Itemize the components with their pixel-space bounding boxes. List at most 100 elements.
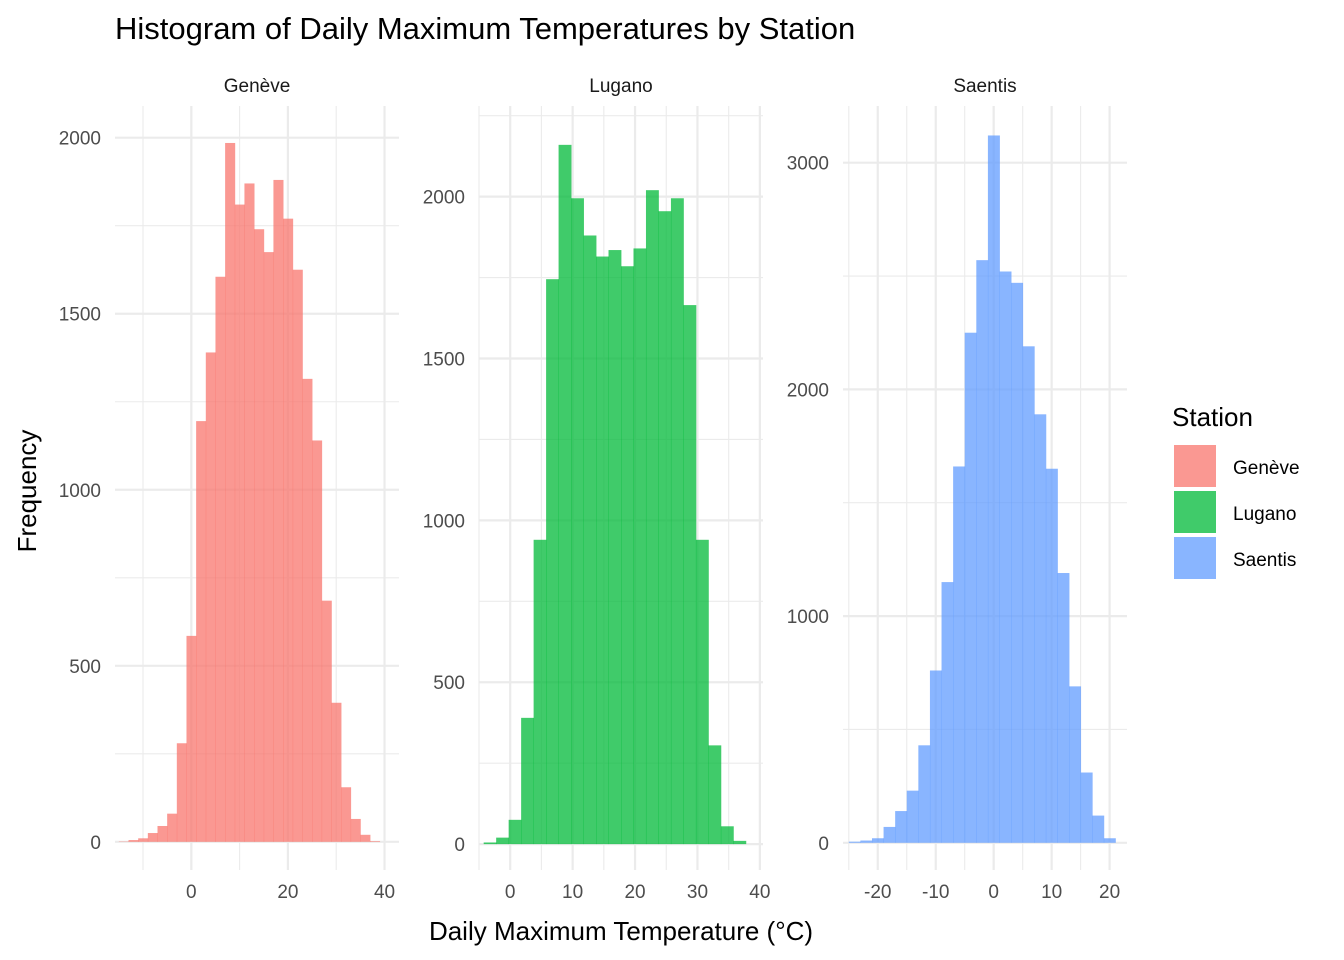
y-tick-label-lugano: 1000 — [423, 511, 465, 532]
y-tick-label-lugano: 0 — [454, 835, 465, 856]
legend-key-geneve — [1174, 445, 1216, 487]
histogram-bar-saentis — [1034, 414, 1047, 843]
histogram-bar-saentis — [1057, 573, 1070, 843]
histogram-bar-lugano — [670, 198, 684, 845]
y-tick-label-geneve: 2000 — [59, 129, 101, 150]
panel-geneve: Genève 0 500 1000 1500 2000 0 20 40 — [59, 76, 399, 903]
y-tick-label-geneve: 1000 — [59, 481, 101, 502]
x-axis-ticks-geneve: 0 20 40 — [186, 882, 395, 903]
histogram-bar-lugano — [521, 717, 535, 845]
histogram-bar-lugano — [558, 144, 572, 845]
histogram-bar-saentis — [918, 745, 931, 843]
histogram-bar-geneve — [244, 183, 255, 842]
y-axis-ticks-saentis: 0 1000 2000 3000 — [787, 154, 829, 855]
histogram-bar-lugano — [708, 745, 722, 845]
legend-key-saentis — [1174, 537, 1216, 579]
legend-item-geneve: Genève — [1174, 445, 1300, 487]
histogram-bar-lugano — [546, 279, 559, 845]
histogram-bar-saentis — [1080, 772, 1093, 843]
x-tick-label-lugano: 20 — [624, 882, 645, 903]
histogram-bar-lugano — [683, 305, 697, 845]
bars-geneve — [118, 142, 381, 842]
histogram-bar-saentis — [1069, 686, 1082, 843]
histogram-bar-saentis — [1092, 815, 1105, 843]
strip-label-lugano: Lugano — [589, 76, 652, 97]
histogram-bar-lugano — [621, 266, 634, 845]
histogram-bar-saentis — [1045, 468, 1058, 843]
x-tick-label-saentis: -10 — [922, 882, 949, 903]
histogram-bar-geneve — [176, 743, 187, 842]
histogram-bar-saentis — [1103, 838, 1116, 843]
histogram-bar-lugano — [483, 842, 497, 845]
histogram-bar-geneve — [370, 841, 381, 842]
x-tick-label-geneve: 0 — [186, 882, 197, 903]
x-tick-label-geneve: 20 — [277, 882, 298, 903]
histogram-bar-geneve — [350, 818, 361, 842]
y-tick-label-saentis: 0 — [818, 834, 829, 855]
y-tick-label-lugano: 1500 — [423, 350, 465, 371]
x-axis-ticks-lugano: 0 10 20 30 40 — [505, 882, 771, 903]
histogram-bar-saentis — [999, 271, 1012, 843]
histogram-bar-saentis — [883, 826, 896, 843]
histogram-bar-geneve — [128, 840, 139, 842]
histogram-bar-geneve — [341, 787, 352, 842]
histogram-bar-geneve — [360, 834, 371, 842]
legend-label-saentis: Saentis — [1233, 550, 1296, 571]
panel-lugano: Lugano 0 500 1000 1500 2000 0 10 20 30 40 — [423, 76, 771, 903]
histogram-bar-saentis — [860, 840, 873, 843]
histogram-bar-geneve — [138, 838, 149, 842]
legend-key-lugano — [1174, 491, 1216, 533]
histogram-bar-saentis — [964, 332, 977, 843]
x-axis-ticks-saentis: -20 -10 0 10 20 — [864, 882, 1120, 903]
strip-label-geneve: Genève — [224, 76, 291, 97]
histogram-bar-lugano — [658, 211, 672, 845]
x-tick-label-lugano: 30 — [687, 882, 708, 903]
x-tick-label-lugano: 0 — [505, 882, 516, 903]
histogram-bar-saentis — [976, 260, 989, 843]
y-axis-title: Frequency — [12, 430, 42, 553]
y-tick-label-geneve: 500 — [69, 657, 101, 678]
histogram-bar-lugano — [608, 250, 622, 845]
legend-item-lugano: Lugano — [1174, 491, 1296, 533]
histogram-bar-lugano — [733, 840, 747, 845]
x-tick-label-geneve: 40 — [374, 882, 395, 903]
histogram-bar-saentis — [953, 466, 966, 843]
bars-saentis — [848, 135, 1116, 843]
histogram-bar-geneve — [157, 825, 168, 842]
legend-label-lugano: Lugano — [1233, 504, 1296, 525]
histogram-bar-lugano — [645, 190, 659, 845]
histogram-bar-geneve — [292, 269, 303, 842]
histogram-bar-saentis — [1022, 346, 1035, 843]
histogram-bar-geneve — [283, 218, 294, 842]
chart-title: Histogram of Daily Maximum Temperatures … — [115, 11, 855, 46]
histogram-bar-saentis — [987, 135, 1000, 843]
histogram-bar-lugano — [695, 539, 709, 845]
histogram-bar-saentis — [871, 838, 884, 843]
histogram-bar-saentis — [906, 790, 919, 843]
histogram-bar-geneve — [167, 813, 178, 842]
histogram-bar-lugano — [533, 539, 547, 845]
x-tick-label-saentis: 10 — [1041, 882, 1062, 903]
histogram-bar-geneve — [234, 204, 245, 842]
y-tick-label-lugano: 500 — [433, 673, 465, 694]
y-tick-label-saentis: 3000 — [787, 154, 829, 175]
y-tick-label-saentis: 1000 — [787, 607, 829, 628]
y-axis-ticks-geneve: 0 500 1000 1500 2000 — [59, 129, 101, 854]
histogram-bar-lugano — [596, 256, 609, 845]
y-tick-label-lugano: 2000 — [423, 188, 465, 209]
y-tick-label-geneve: 0 — [90, 833, 101, 854]
x-tick-label-lugano: 10 — [562, 882, 583, 903]
histogram-bar-geneve — [205, 352, 216, 842]
histogram-bar-geneve — [186, 635, 197, 842]
histogram-bar-saentis — [848, 841, 861, 843]
y-tick-label-saentis: 2000 — [787, 380, 829, 401]
histogram-bar-saentis — [895, 811, 908, 843]
histogram-bar-geneve — [273, 179, 284, 842]
panel-saentis: Saentis 0 1000 2000 3000 -20 -10 0 10 20 — [787, 76, 1127, 903]
histogram-bar-lugano — [583, 235, 597, 845]
legend-label-geneve: Genève — [1233, 458, 1300, 479]
histogram-bar-geneve — [147, 833, 158, 842]
legend: Station Genève Lugano Saentis — [1172, 402, 1300, 579]
histogram-bar-geneve — [254, 229, 265, 842]
